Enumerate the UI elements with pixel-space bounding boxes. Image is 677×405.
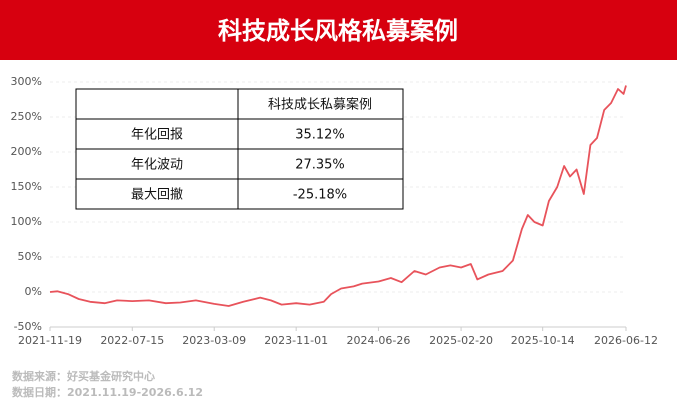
source-note: 数据来源：好买基金研究中心 xyxy=(12,369,155,383)
y-tick-label: 150% xyxy=(11,180,42,193)
table-cell: 35.12% xyxy=(295,128,345,143)
plot: -50% 0% 50% 100% 150% 200% 250% 300% 2021-11-19 2… xyxy=(11,75,658,347)
stats-table: 科技成长私募案例 年化回报 35.12% 年化波动 27.35% 最大回撤 -2… xyxy=(75,88,404,210)
x-tick-label: 2024-06-26 xyxy=(346,334,410,347)
table-cell: 年化回报 xyxy=(131,128,183,143)
x-tick-label: 2021-11-19 xyxy=(18,334,82,347)
y-tick-label: -50% xyxy=(14,320,42,333)
table-cell: 27.35% xyxy=(295,158,345,173)
y-tick-label: 300% xyxy=(11,75,42,88)
y-tick-label: 200% xyxy=(11,145,42,158)
y-tick-label: 50% xyxy=(18,250,42,263)
y-tick-label: 250% xyxy=(11,110,42,123)
y-tick-label: 100% xyxy=(11,215,42,228)
line-series xyxy=(49,85,627,307)
table-cell: -25.18% xyxy=(293,188,347,203)
x-tick-label: 2023-11-01 xyxy=(264,334,328,347)
table-cell: 年化波动 xyxy=(131,158,183,173)
title-banner xyxy=(0,0,677,60)
chart-title: 科技成长风格私募案例 xyxy=(218,17,458,45)
x-tick-label: 2025-02-20 xyxy=(429,334,493,347)
y-tick-label: 0% xyxy=(25,285,42,298)
table-cell: 最大回撤 xyxy=(131,187,183,203)
x-tick-label: 2023-03-09 xyxy=(182,334,246,347)
x-tick-label: 2025-10-14 xyxy=(511,334,575,347)
date-note: 数据日期：2021.11.19-2026.6.12 xyxy=(12,385,203,399)
table-header: 科技成长私募案例 xyxy=(268,98,372,113)
x-tick-label: 2022-07-15 xyxy=(100,334,164,347)
x-tick-label: 2026-06-12 xyxy=(594,334,658,347)
